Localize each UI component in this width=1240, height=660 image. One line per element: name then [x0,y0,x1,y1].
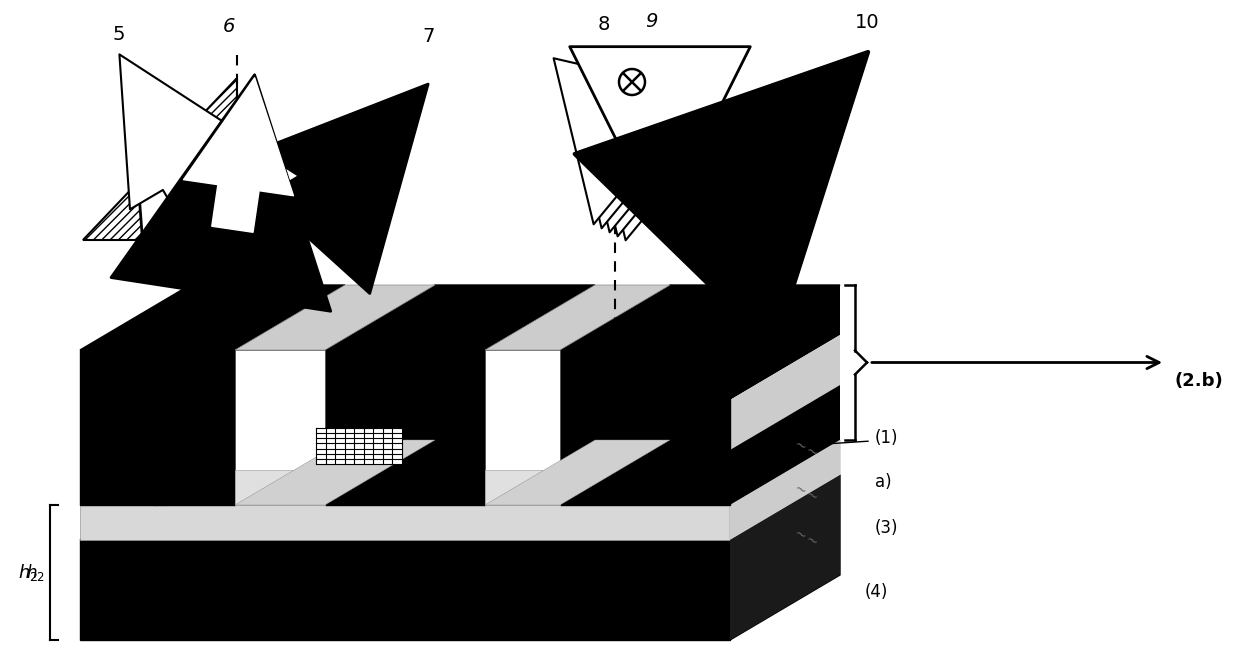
Polygon shape [325,285,595,350]
Text: $\sim\!\!\sim$: $\sim\!\!\sim$ [790,523,821,548]
Text: (4): (4) [866,583,888,601]
Text: a): a) [875,473,892,491]
Circle shape [744,152,749,158]
Polygon shape [730,475,839,640]
Polygon shape [325,350,485,505]
Polygon shape [730,440,839,540]
Polygon shape [730,285,839,400]
Text: (3): (3) [875,519,899,537]
Polygon shape [236,440,435,505]
Polygon shape [81,350,236,505]
Polygon shape [485,350,560,505]
Polygon shape [236,285,435,350]
Text: 7: 7 [422,27,434,46]
Text: $h_2$: $h_2$ [26,562,45,583]
Polygon shape [485,470,560,505]
Text: 8: 8 [598,15,610,34]
Polygon shape [236,350,325,505]
Polygon shape [485,440,670,505]
Polygon shape [485,285,670,350]
Polygon shape [560,350,730,505]
Text: $h_2$: $h_2$ [19,562,38,583]
Text: 10: 10 [856,13,879,32]
Polygon shape [730,440,839,540]
Polygon shape [81,540,730,640]
Polygon shape [730,335,839,450]
Text: $\sim\!\!\sim$: $\sim\!\!\sim$ [790,434,821,459]
Text: 9: 9 [645,12,657,31]
Text: 5: 5 [112,25,124,44]
Polygon shape [560,285,839,350]
Text: $\sim\!\!\sim$: $\sim\!\!\sim$ [790,478,821,503]
Polygon shape [730,385,839,505]
Polygon shape [316,428,402,464]
Polygon shape [730,440,839,505]
Text: (1): (1) [875,429,899,447]
Text: (2.b): (2.b) [1176,372,1224,389]
Polygon shape [81,475,839,540]
Polygon shape [236,470,325,505]
Polygon shape [81,440,839,505]
Text: $h_1$: $h_1$ [169,417,188,438]
Polygon shape [81,285,345,350]
Text: 6: 6 [223,17,236,36]
Text: $t_1$: $t_1$ [273,597,288,617]
Polygon shape [83,78,237,240]
Polygon shape [81,505,730,540]
Polygon shape [730,475,839,640]
